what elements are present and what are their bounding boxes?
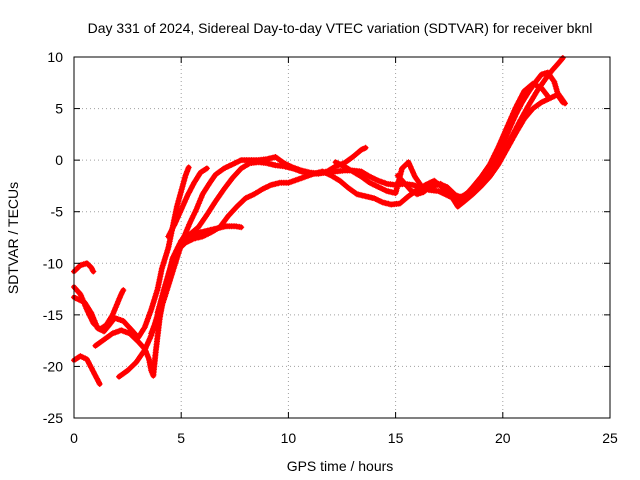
y-tick-label: -20 — [43, 358, 63, 374]
grid — [74, 57, 610, 418]
y-tick-label: -25 — [43, 410, 63, 426]
x-tick-label: 20 — [495, 430, 511, 446]
y-tick-label: -15 — [43, 307, 63, 323]
x-tick-label: 5 — [177, 430, 185, 446]
series-track-9 — [165, 165, 210, 240]
series-track-11 — [394, 55, 566, 201]
series-track-2 — [71, 260, 97, 275]
y-axis-label: SDTVAR / TECUs — [5, 182, 21, 294]
plot-frame — [73, 56, 611, 419]
series-line — [92, 70, 566, 379]
y-tick-label: 0 — [55, 152, 63, 168]
x-tick-label: 10 — [281, 430, 297, 446]
series-markers — [71, 353, 103, 387]
x-axis-label: GPS time / hours — [287, 458, 394, 474]
axis-ticks: 0 5 10 15 20 25 -25 -20 -15 -10 -5 0 5 10 — [43, 49, 618, 446]
series-track-1 — [71, 353, 103, 387]
x-tick-label: 0 — [70, 430, 78, 446]
y-tick-label: -5 — [51, 204, 64, 220]
series-markers — [394, 55, 566, 201]
data-series — [71, 55, 568, 387]
series-markers — [148, 144, 369, 337]
x-tick-label: 25 — [602, 430, 618, 446]
y-tick-label: -10 — [43, 255, 63, 271]
x-tick-label: 15 — [388, 430, 404, 446]
chart-title: Day 331 of 2024, Sidereal Day-to-day VTE… — [88, 20, 593, 36]
series-line — [155, 91, 568, 316]
series-markers — [92, 69, 566, 379]
series-markers — [165, 165, 210, 240]
y-tick-label: 10 — [47, 49, 63, 65]
series-track-5 — [92, 69, 566, 379]
y-tick-label: 5 — [55, 101, 63, 117]
